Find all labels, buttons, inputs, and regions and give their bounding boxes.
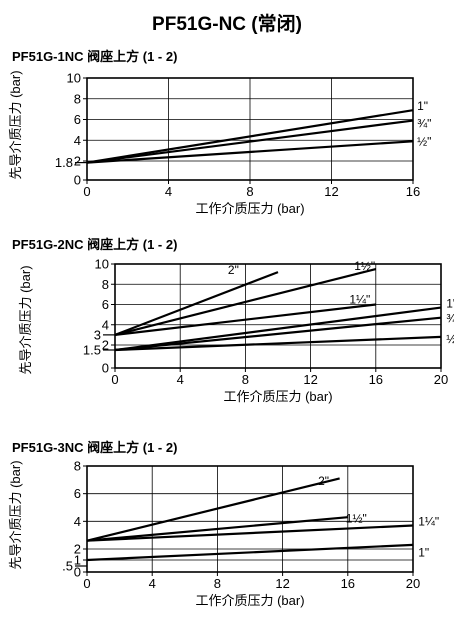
y-tick-label: 6 <box>74 486 81 501</box>
x-tick-label: 0 <box>83 184 90 199</box>
series-label: 1½" <box>346 512 367 526</box>
y-tick-label: 4 <box>74 514 81 529</box>
x-tick-label: 16 <box>406 184 420 199</box>
series-line <box>86 477 340 542</box>
y-tick-label: 10 <box>67 71 81 86</box>
x-axis-label: 工作介质压力 (bar) <box>195 593 304 608</box>
y-tick-label: 2 <box>102 338 109 353</box>
series-line <box>86 524 414 542</box>
y-extra-tick-label: .5 <box>62 559 73 574</box>
x-tick-label: 4 <box>149 576 156 591</box>
series-line <box>114 306 442 352</box>
plot-frame <box>86 465 414 573</box>
y-tick-label: 2 <box>74 542 81 557</box>
chart-2: 0 4 8 12 16 20 0 2 4 6 8 10 1.53 2" 1½" 1¼" 1" ¾" ½" 工作介质压力… <box>18 257 454 405</box>
chart-1-subtitle: PF51G-1NC 阀座上方 (1 - 2) <box>12 49 178 64</box>
y-tick-label: 2 <box>74 154 81 169</box>
x-tick-label: 16 <box>369 372 383 387</box>
x-axis-label: 工作介质压力 (bar) <box>195 201 304 216</box>
y-extra-tick-label: 1.8 <box>55 155 73 170</box>
y-tick-label: 8 <box>74 91 81 106</box>
series-label: 1¼" <box>349 292 370 306</box>
y-extra-tick-label: 1.5 <box>83 343 101 358</box>
y-tick-label: 0 <box>74 173 81 188</box>
page-title: PF51G-NC (常闭) <box>152 14 302 35</box>
series-label: 1" <box>446 296 454 310</box>
y-axis-label: 先导介质压力 (bar) <box>8 70 23 179</box>
y-tick-label: 4 <box>102 317 109 332</box>
x-tick-label: 8 <box>242 372 249 387</box>
series-label: 2" <box>318 474 329 488</box>
y-tick-label: 0 <box>102 361 109 376</box>
series-label: 1" <box>418 545 429 559</box>
series-label: ¾" <box>417 117 431 131</box>
y-tick-label: 0 <box>74 565 81 580</box>
x-tick-label: 16 <box>341 576 355 591</box>
x-tick-label: 12 <box>275 576 289 591</box>
series-line <box>114 335 442 352</box>
series-line <box>86 119 414 164</box>
series-line <box>114 303 376 336</box>
series-label: ½" <box>446 332 454 346</box>
y-tick-label: 8 <box>102 277 109 292</box>
chart-2-subtitle: PF51G-2NC 阀座上方 (1 - 2) <box>12 237 178 252</box>
series-label: 1½" <box>354 259 375 273</box>
series-line <box>86 516 348 542</box>
x-tick-label: 0 <box>111 372 118 387</box>
series-label: ¾" <box>446 312 454 326</box>
y-axis-label: 先导介质压力 (bar) <box>18 265 33 374</box>
x-tick-label: 12 <box>303 372 317 387</box>
series-label: ½" <box>417 134 431 148</box>
y-axis-label: 先导介质压力 (bar) <box>8 460 23 569</box>
chart-3-subtitle: PF51G-3NC 阀座上方 (1 - 2) <box>12 440 178 455</box>
series-label: 2" <box>228 263 239 277</box>
series-line <box>86 543 414 562</box>
y-tick-label: 10 <box>95 257 109 272</box>
series-line <box>114 271 279 336</box>
x-tick-label: 4 <box>165 184 172 199</box>
x-tick-label: 0 <box>83 576 90 591</box>
series-label: 1¼" <box>418 514 439 528</box>
x-tick-label: 20 <box>406 576 420 591</box>
y-tick-label: 6 <box>102 297 109 312</box>
y-extra-tick-label: 3 <box>94 327 101 342</box>
y-tick-label: 1 <box>74 553 81 568</box>
series-line <box>114 267 377 336</box>
x-tick-label: 4 <box>177 372 184 387</box>
series-line <box>114 316 442 352</box>
plot-frame <box>114 263 442 369</box>
series-line <box>86 140 414 164</box>
series-label: 1" <box>417 99 428 113</box>
plot-frame <box>86 77 414 181</box>
y-tick-label: 4 <box>74 133 81 148</box>
y-tick-label: 6 <box>74 112 81 127</box>
series-line <box>86 109 414 164</box>
x-axis-label: 工作介质压力 (bar) <box>223 389 332 404</box>
x-tick-label: 8 <box>214 576 221 591</box>
x-tick-label: 20 <box>434 372 448 387</box>
x-tick-label: 12 <box>324 184 338 199</box>
y-tick-label: 8 <box>74 459 81 474</box>
x-tick-label: 8 <box>246 184 253 199</box>
